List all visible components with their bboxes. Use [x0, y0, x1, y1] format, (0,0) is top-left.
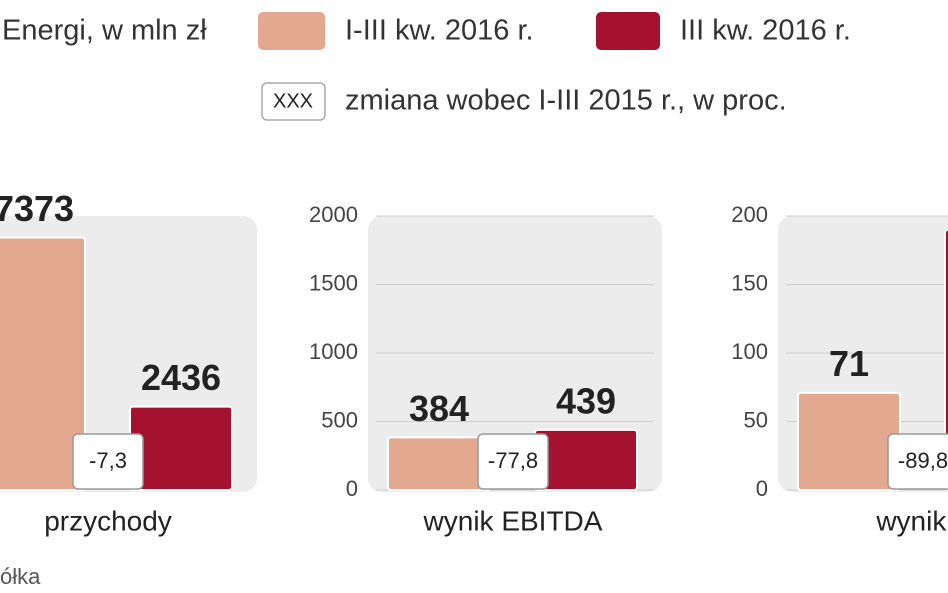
- change-legend-text: XXX: [273, 90, 313, 112]
- bar: [387, 436, 491, 491]
- y-tick-label: 150: [731, 270, 768, 295]
- value-label: 439: [556, 380, 616, 421]
- legend-label: I-III kw. 2016 r.: [345, 15, 534, 47]
- change-label: -7,3: [89, 448, 127, 473]
- change-legend-label: zmiana wobec I-III 2015 r., w proc.: [345, 85, 787, 117]
- bar: [129, 405, 233, 491]
- y-tick-label: 200: [731, 202, 768, 227]
- y-tick-label: 1000: [309, 339, 358, 364]
- y-tick-label: 0: [346, 476, 358, 501]
- change-box: [72, 433, 144, 490]
- y-tick-label: 1500: [309, 270, 358, 295]
- source: ółka: [0, 564, 41, 589]
- chart-title: Energi, w mln zł: [2, 15, 207, 47]
- y-tick-label: 50: [744, 407, 768, 432]
- y-tick-label: 100: [731, 339, 768, 364]
- bar: [797, 391, 901, 492]
- bar: [534, 428, 638, 491]
- value-label: 384: [409, 388, 469, 429]
- change-box: [887, 433, 948, 490]
- x-axis-label: wynik n: [875, 505, 948, 536]
- y-tick-label: 0: [756, 476, 768, 501]
- y-tick-label: 2000: [309, 202, 358, 227]
- x-axis-label: przychody: [44, 505, 172, 536]
- legend-label: III kw. 2016 r.: [680, 15, 851, 47]
- value-label: 71: [829, 343, 869, 384]
- legend-swatch: [258, 12, 325, 50]
- y-tick-label: 500: [321, 407, 358, 432]
- change-label: -89,8: [898, 448, 948, 473]
- value-label: 7373: [0, 188, 74, 229]
- legend-swatch: [596, 12, 660, 50]
- bar: [944, 228, 948, 491]
- change-label: -77,8: [488, 448, 538, 473]
- change-box: [477, 433, 549, 490]
- change-legend-box: [261, 82, 326, 121]
- value-label: 2436: [141, 357, 221, 398]
- x-axis-label: wynik EBITDA: [423, 505, 603, 536]
- bar: [0, 236, 86, 491]
